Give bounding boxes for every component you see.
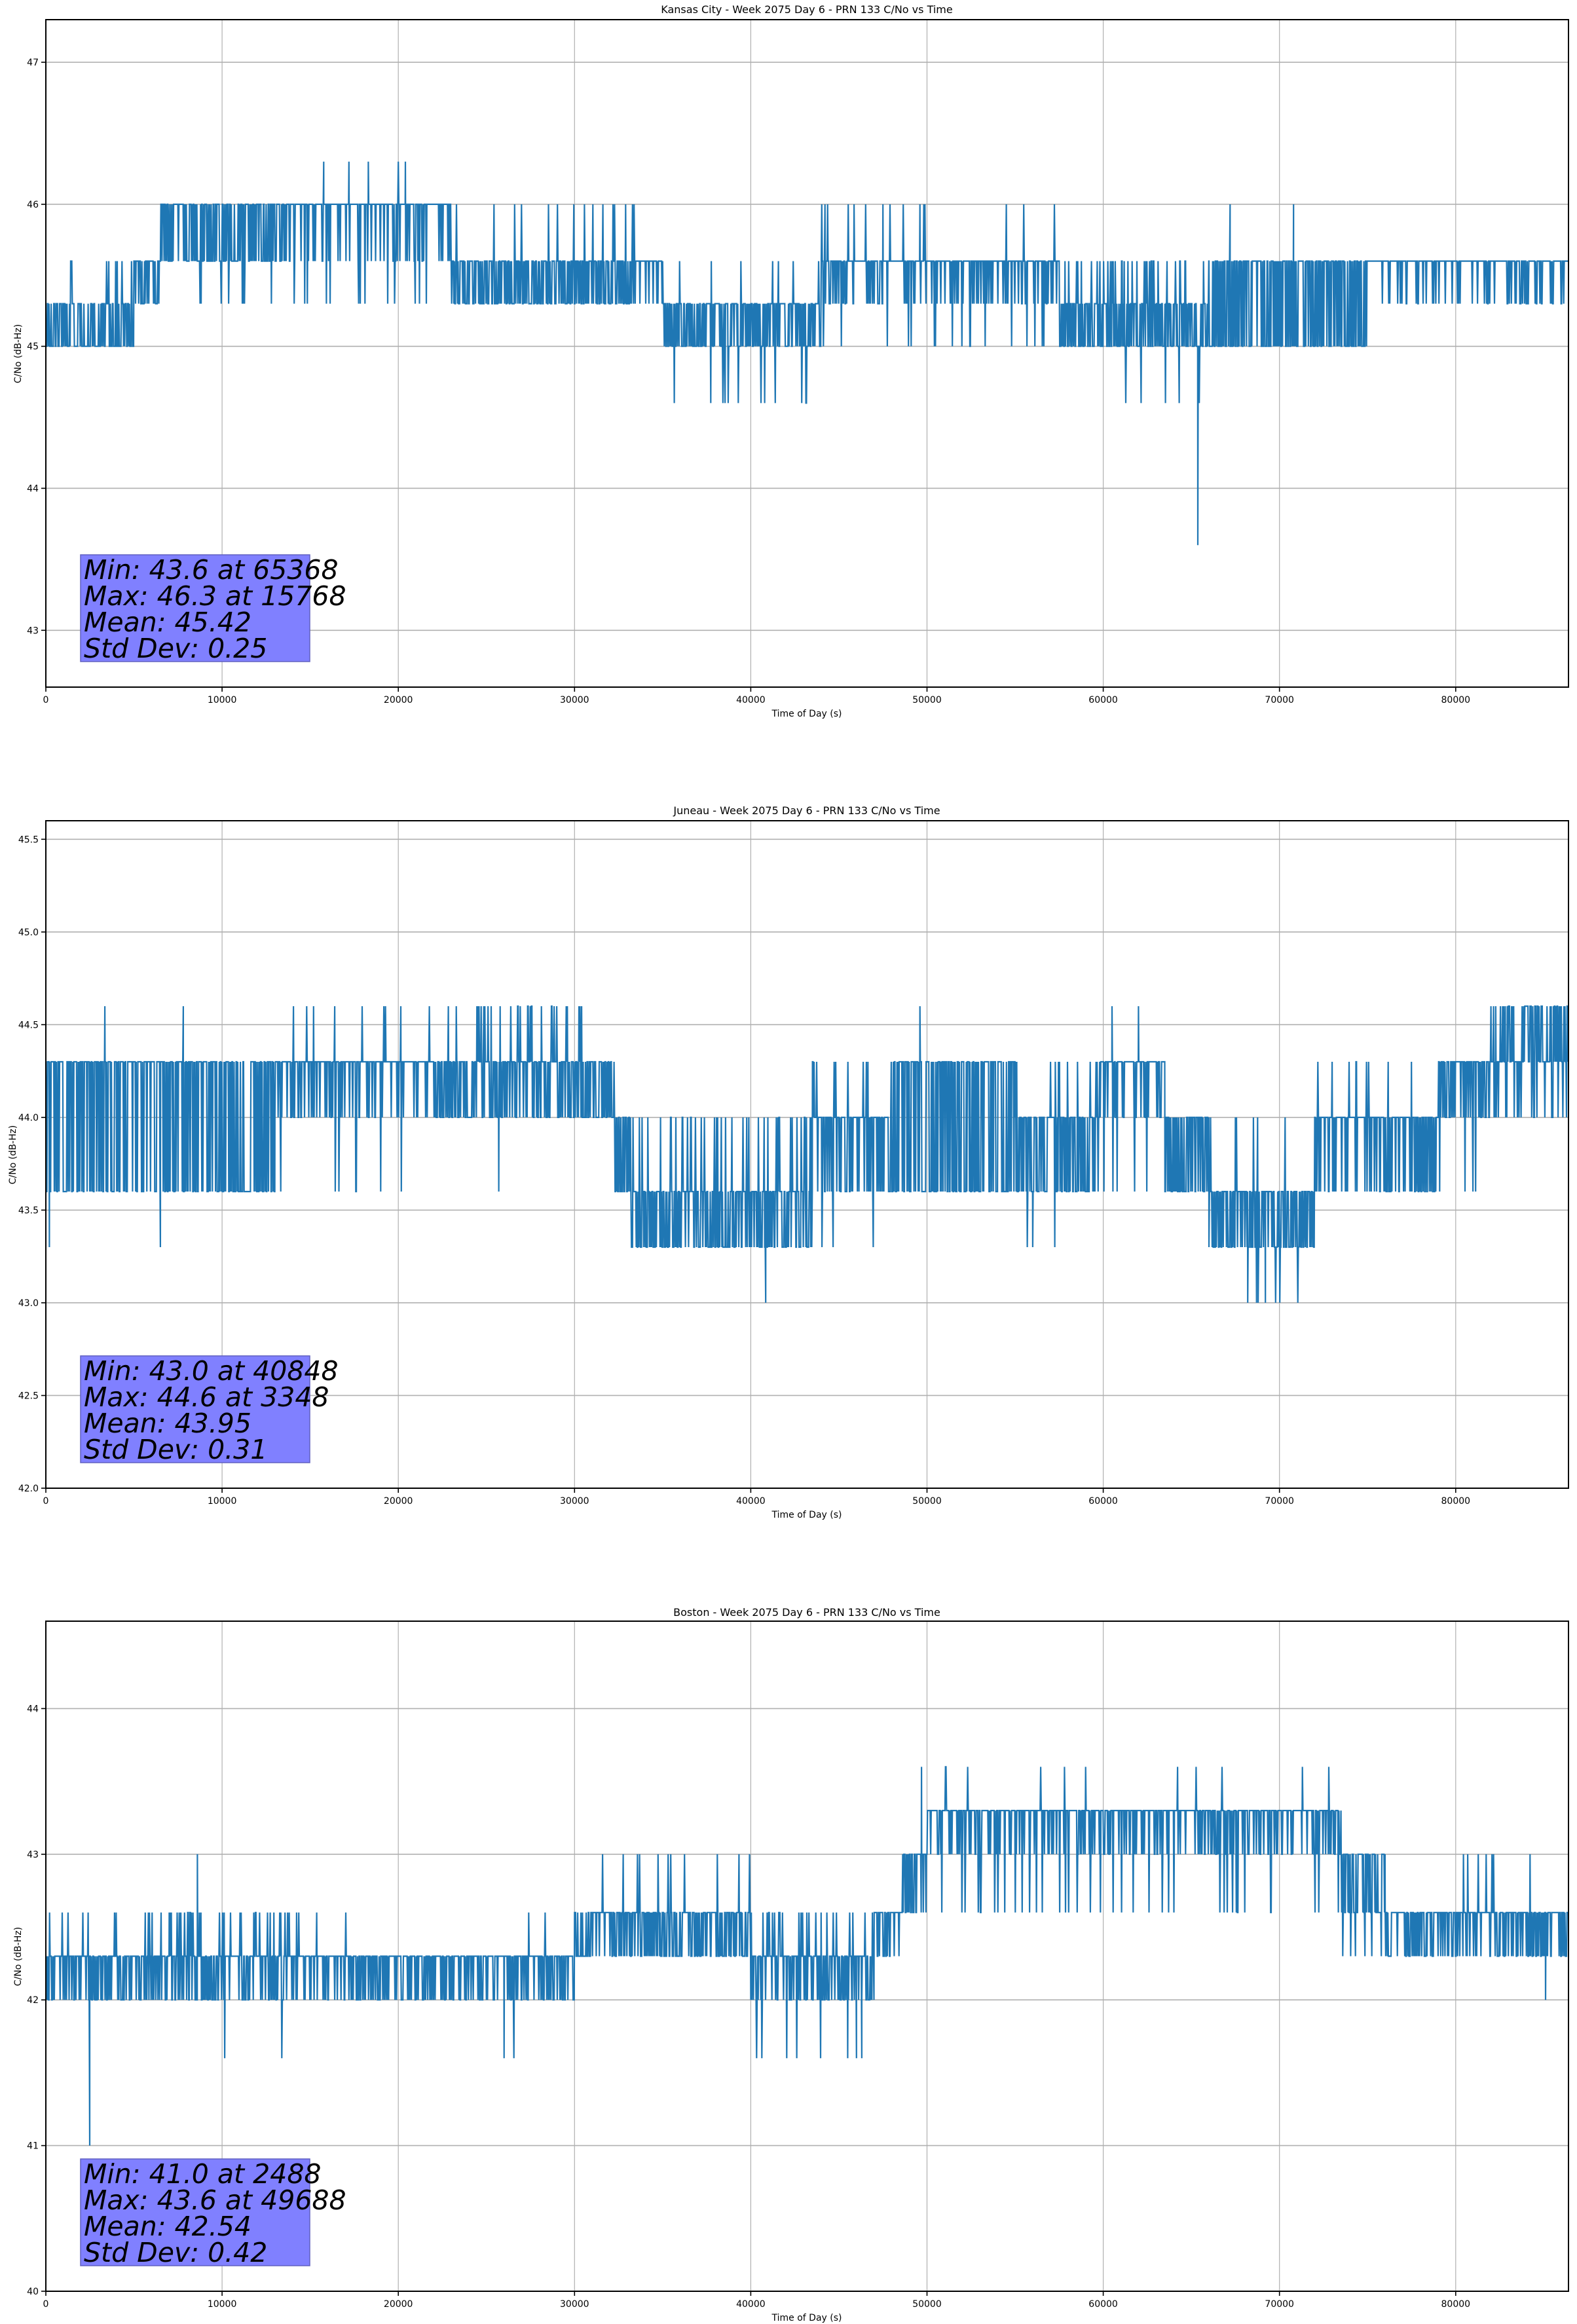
x-tick-label: 20000 [384, 1496, 413, 1507]
data-line [45, 1766, 1568, 2146]
x-tick-label: 10000 [208, 1496, 237, 1507]
chart-title: Juneau - Week 2075 Day 6 - PRN 133 C/No … [673, 804, 940, 817]
stats-max: Max: 44.6 at 3348 [84, 1381, 329, 1413]
y-tick-label: 42.0 [18, 1484, 39, 1494]
y-tick-label: 45 [27, 342, 39, 352]
data-series [45, 1766, 1568, 2146]
x-tick-label: 40000 [736, 695, 766, 705]
axes-frame [45, 19, 1569, 688]
x-tick-label: 40000 [736, 2299, 766, 2310]
y-tick-label: 42.5 [18, 1391, 39, 1401]
x-axis-label: Time of Day (s) [771, 709, 842, 719]
y-tick-label: 41 [27, 2141, 39, 2152]
x-tick-label: 30000 [560, 2299, 589, 2310]
y-axis-label: C/No (dB-Hz) [13, 324, 24, 383]
y-tick-label: 44.0 [18, 1113, 39, 1123]
x-tick-label: 70000 [1265, 2299, 1294, 2310]
axes: 0 10000 20000 30000 40000 50000 60000 70000 8000… [18, 820, 1569, 1507]
x-tick-label: 0 [43, 1496, 49, 1507]
x-tick-label: 80000 [1441, 1496, 1471, 1507]
stats-max: Max: 46.3 at 15768 [84, 580, 346, 612]
chart-title: Boston - Week 2075 Day 6 - PRN 133 C/No … [673, 1606, 940, 1619]
x-tick-label: 10000 [208, 695, 237, 705]
stats-mean: Mean: 42.54 [84, 2211, 251, 2242]
panel-boston: Boston - Week 2075 Day 6 - PRN 133 C/No … [13, 1606, 1569, 2323]
panel-kansas-city: Kansas City - Week 2075 Day 6 - PRN 133 … [13, 3, 1569, 719]
x-tick-label: 60000 [1088, 1496, 1118, 1507]
data-series [46, 161, 1568, 546]
stats-min: Min: 43.0 at 40848 [84, 1355, 339, 1387]
x-tick-label: 20000 [384, 695, 413, 705]
x-tick-label: 50000 [912, 695, 942, 705]
y-tick-label: 44 [27, 1704, 39, 1714]
x-tick-label: 20000 [384, 2299, 413, 2310]
y-tick-label: 43.0 [18, 1298, 39, 1309]
data-line [46, 161, 1568, 546]
stats-mean: Mean: 43.95 [84, 1408, 251, 1439]
panel-juneau: Juneau - Week 2075 Day 6 - PRN 133 C/No … [8, 804, 1569, 1520]
axes: 0 10000 20000 30000 40000 50000 60000 70000 8000… [27, 19, 1569, 705]
y-axis-label: C/No (dB-Hz) [8, 1125, 18, 1184]
y-tick-label: 46 [27, 200, 39, 210]
axes-frame [45, 820, 1569, 1489]
axes: 0 10000 20000 30000 40000 50000 60000 70000 8000… [27, 1621, 1569, 2310]
x-axis-label: Time of Day (s) [771, 2313, 842, 2323]
x-tick-label: 60000 [1088, 2299, 1118, 2310]
y-tick-label: 43 [27, 1850, 39, 1860]
x-tick-label: 0 [43, 695, 49, 705]
x-tick-label: 10000 [208, 2299, 237, 2310]
x-tick-label: 70000 [1265, 1496, 1294, 1507]
stats-max: Max: 43.6 at 49688 [84, 2184, 346, 2216]
y-axis-label: C/No (dB-Hz) [13, 1927, 24, 1986]
stats-box-background [80, 2158, 310, 2266]
y-tick-label: 47 [27, 58, 39, 68]
x-tick-label: 80000 [1441, 695, 1471, 705]
x-tick-label: 70000 [1265, 695, 1294, 705]
x-tick-label: 80000 [1441, 2299, 1471, 2310]
data-line [45, 1005, 1569, 1303]
x-tick-label: 30000 [560, 1496, 589, 1507]
y-tick-label: 45.5 [18, 834, 39, 845]
x-tick-label: 60000 [1088, 695, 1118, 705]
x-tick-label: 30000 [560, 695, 589, 705]
chart-title: Kansas City - Week 2075 Day 6 - PRN 133 … [661, 3, 952, 16]
data-series [45, 1005, 1569, 1303]
stats-box: Min: 43.6 at 65368 Max: 46.3 at 15768 Me… [80, 554, 346, 664]
y-tick-label: 42 [27, 1995, 39, 2006]
stats-mean: Mean: 45.42 [84, 607, 251, 638]
y-tick-label: 40 [27, 2287, 39, 2297]
y-tick-label: 43 [27, 626, 39, 636]
stats-box: Min: 41.0 at 2488 Max: 43.6 at 49688 Mea… [80, 2158, 346, 2268]
axes-frame [45, 1621, 1569, 2292]
stats-std: Std Dev: 0.42 [84, 2237, 267, 2268]
stats-min: Min: 43.6 at 65368 [84, 554, 339, 586]
x-tick-label: 50000 [912, 1496, 942, 1507]
y-tick-label: 44.5 [18, 1020, 39, 1030]
y-tick-label: 44 [27, 483, 39, 494]
stats-box-background [80, 1355, 310, 1463]
stats-std: Std Dev: 0.31 [84, 1434, 267, 1465]
stats-box-background [80, 554, 310, 662]
x-axis-label: Time of Day (s) [771, 1510, 842, 1520]
x-tick-label: 0 [43, 2299, 49, 2310]
stats-min: Min: 41.0 at 2488 [84, 2158, 322, 2190]
y-tick-label: 43.5 [18, 1205, 39, 1216]
y-tick-label: 45.0 [18, 928, 39, 938]
x-tick-label: 40000 [736, 1496, 766, 1507]
x-tick-label: 50000 [912, 2299, 942, 2310]
stats-std: Std Dev: 0.25 [84, 633, 267, 664]
stats-box: Min: 43.0 at 40848 Max: 44.6 at 3348 Mea… [80, 1355, 339, 1465]
